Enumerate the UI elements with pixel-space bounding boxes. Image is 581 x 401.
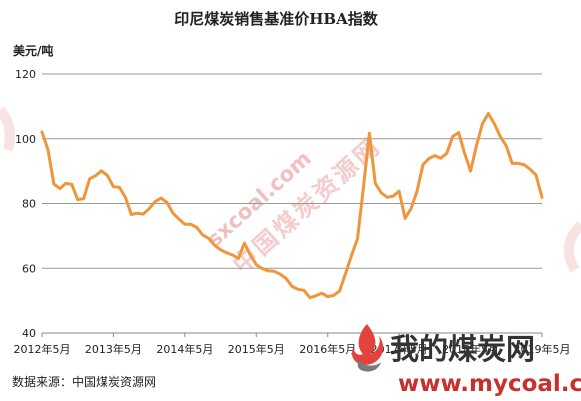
brand-name: 我的煤炭网: [390, 332, 535, 366]
x-tick-label: 2013年5月: [85, 342, 142, 356]
x-tick-label: 2015年5月: [228, 342, 285, 356]
brand-site: www.mycoal.cn: [398, 371, 581, 397]
x-ticks: 2012年5月 2013年5月 2014年5月 2015年5月 2016年5月 2017年…: [14, 333, 571, 356]
y-ticks: 40 60 80 100 120: [15, 68, 36, 340]
y-axis-unit: 美元/吨: [13, 43, 53, 58]
y-tick-label: 40: [22, 327, 36, 340]
x-tick-label: 2017年5月: [371, 342, 428, 356]
data-source: 数据来源：中国煤炭资源网: [12, 374, 156, 389]
x-tick-label: 2014年5月: [156, 342, 213, 356]
flame-icon: [351, 324, 384, 372]
chart-title: 印尼煤炭销售基准价HBA指数: [174, 10, 378, 28]
y-tick-label: 100: [15, 133, 36, 146]
grid: [42, 73, 542, 334]
x-tick-label: 2019年5月: [514, 342, 571, 356]
x-tick-label: 2018年5月: [442, 342, 499, 356]
series-layer: [40, 112, 544, 300]
y-tick-label: 80: [22, 198, 36, 211]
x-tick-label: 2016年5月: [299, 342, 356, 356]
y-tick-label: 60: [22, 262, 36, 275]
x-tick-label: 2012年5月: [14, 342, 71, 356]
edge-watermark: [0, 106, 581, 273]
series-line: [40, 112, 544, 300]
y-tick-label: 120: [15, 68, 36, 81]
brand-logo: 我的煤炭网 www.mycoal.cn: [351, 324, 581, 397]
